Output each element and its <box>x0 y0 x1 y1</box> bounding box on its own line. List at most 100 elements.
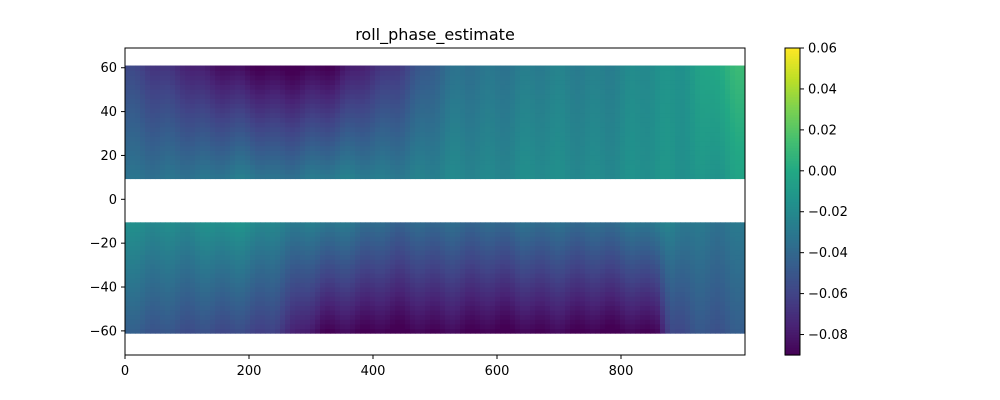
heatmap-cell <box>305 305 311 311</box>
heatmap-cell <box>205 222 211 228</box>
heatmap-cell <box>355 226 361 233</box>
heatmap-cell <box>170 310 176 316</box>
heatmap-cell <box>445 245 451 251</box>
heatmap-cell <box>290 310 296 316</box>
heatmap-cell <box>200 107 206 114</box>
heatmap-cell <box>740 159 745 165</box>
heatmap-cell <box>215 79 221 85</box>
heatmap-cell <box>595 122 601 128</box>
heatmap-cell <box>345 89 351 95</box>
heatmap-cell <box>610 74 616 81</box>
heatmap-cell <box>695 98 701 104</box>
heatmap-cell <box>595 65 601 71</box>
heatmap-cell <box>305 240 311 246</box>
heatmap-cell <box>630 107 636 114</box>
heatmap-cell <box>545 126 551 133</box>
heatmap-cell <box>390 173 396 180</box>
heatmap-cell <box>240 305 246 311</box>
heatmap-cell <box>475 126 481 133</box>
heatmap-cell <box>320 126 326 133</box>
heatmap-cell <box>130 145 136 151</box>
heatmap-cell <box>180 291 186 297</box>
heatmap-cell <box>230 79 236 85</box>
heatmap-cell <box>460 240 466 246</box>
heatmap-cell <box>480 273 486 279</box>
heatmap-cell <box>455 150 461 156</box>
heatmap-cell <box>390 112 396 118</box>
heatmap-cell <box>340 277 346 283</box>
heatmap-cell <box>295 296 301 302</box>
heatmap-cell <box>380 236 386 242</box>
heatmap-cell <box>325 131 331 137</box>
heatmap-cell <box>170 305 176 311</box>
heatmap-cell <box>520 107 526 114</box>
heatmap-cell <box>205 65 211 71</box>
heatmap-cell <box>385 314 391 320</box>
heatmap-cell <box>370 268 376 274</box>
heatmap-cell <box>220 122 226 128</box>
heatmap-cell <box>505 245 511 251</box>
heatmap-cell <box>625 126 631 133</box>
heatmap-cell <box>180 222 186 228</box>
heatmap-cell <box>590 89 596 95</box>
heatmap-cell <box>325 65 331 71</box>
heatmap-cell <box>645 145 651 151</box>
heatmap-cell <box>370 164 376 170</box>
heatmap-cell <box>735 126 741 133</box>
heatmap-cell <box>690 154 696 161</box>
heatmap-cell <box>275 300 281 306</box>
heatmap-cell <box>140 79 146 85</box>
heatmap-cell <box>440 159 446 165</box>
heatmap-cell <box>220 107 226 114</box>
heatmap-cell <box>500 150 506 156</box>
heatmap-cell <box>675 74 681 81</box>
heatmap-cell <box>405 169 411 175</box>
heatmap-cell <box>505 286 511 293</box>
heatmap-cell <box>205 319 211 325</box>
heatmap-cell <box>205 259 211 265</box>
heatmap-cell <box>295 282 301 288</box>
heatmap-cell <box>670 159 676 165</box>
heatmap-cell <box>350 117 356 123</box>
heatmap-cell <box>305 164 311 170</box>
heatmap-cell <box>670 89 676 95</box>
heatmap-cell <box>600 89 606 95</box>
heatmap-cell <box>430 250 436 256</box>
heatmap-cell <box>210 286 216 293</box>
heatmap-cell <box>590 79 596 85</box>
heatmap-cell <box>545 319 551 325</box>
heatmap-cell <box>585 164 591 170</box>
heatmap-cell <box>580 136 586 142</box>
heatmap-cell <box>305 79 311 85</box>
heatmap-cell <box>355 173 361 180</box>
heatmap-cell <box>395 126 401 133</box>
heatmap-cell <box>685 89 691 95</box>
heatmap-cell <box>370 74 376 81</box>
heatmap-cell <box>255 164 261 170</box>
heatmap-cell <box>380 117 386 123</box>
heatmap-cell <box>280 236 286 242</box>
heatmap-cell <box>390 79 396 85</box>
heatmap-cell <box>565 154 571 161</box>
heatmap-cell <box>410 263 416 270</box>
heatmap-cell <box>400 70 406 76</box>
heatmap-cell <box>275 126 281 133</box>
heatmap-cell <box>425 300 431 306</box>
heatmap-cell <box>540 277 546 283</box>
heatmap-cell <box>515 305 521 311</box>
heatmap-cell <box>265 226 271 233</box>
heatmap-cell <box>720 126 726 133</box>
heatmap-cell <box>660 70 666 76</box>
heatmap-cell <box>600 98 606 104</box>
heatmap-cell <box>215 126 221 133</box>
heatmap-cell <box>340 79 346 85</box>
heatmap-cell <box>490 154 496 161</box>
heatmap-cell <box>335 305 341 311</box>
heatmap-cell <box>345 173 351 180</box>
heatmap-cell <box>710 65 716 71</box>
heatmap-cell <box>485 277 491 283</box>
heatmap-cell <box>400 103 406 109</box>
heatmap-cell <box>170 314 176 320</box>
heatmap-cell <box>540 107 546 114</box>
heatmap-cell <box>125 65 131 71</box>
